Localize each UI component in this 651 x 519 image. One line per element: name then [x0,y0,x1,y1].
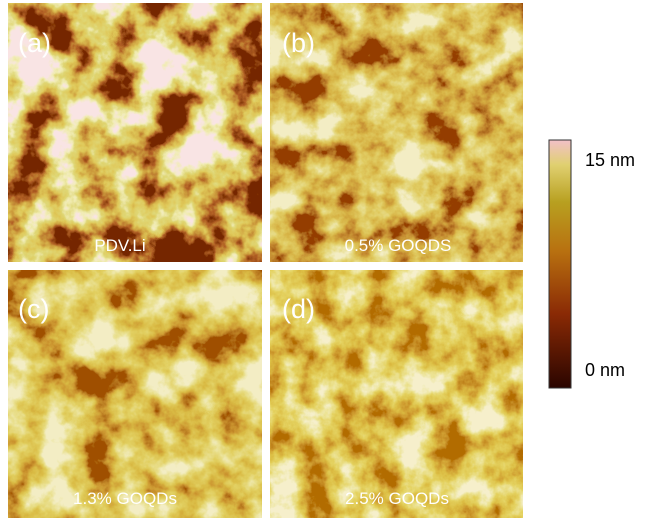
colorbar-min-label: 0 nm [585,360,625,380]
panel-caption: 0.5% GOQDS [345,236,452,255]
panel-label: (c) [18,294,49,324]
panel-label: (b) [282,28,315,58]
page: {"panels": [ {"label": "(a)", "caption":… [0,0,651,519]
figure: (a) (b) (c) (d) PDV.Li 0.5% GOQDS 1.3% G… [0,0,651,519]
colorbar-max-label: 15 nm [585,150,635,170]
panel-caption: 1.3% GOQDs [73,489,177,508]
colorbar [549,140,571,388]
panel-label: (a) [18,28,51,58]
panel-label: (d) [282,294,315,324]
panel-caption: PDV.Li [94,236,145,255]
panel-caption: 2.5% GOQDs [345,489,449,508]
